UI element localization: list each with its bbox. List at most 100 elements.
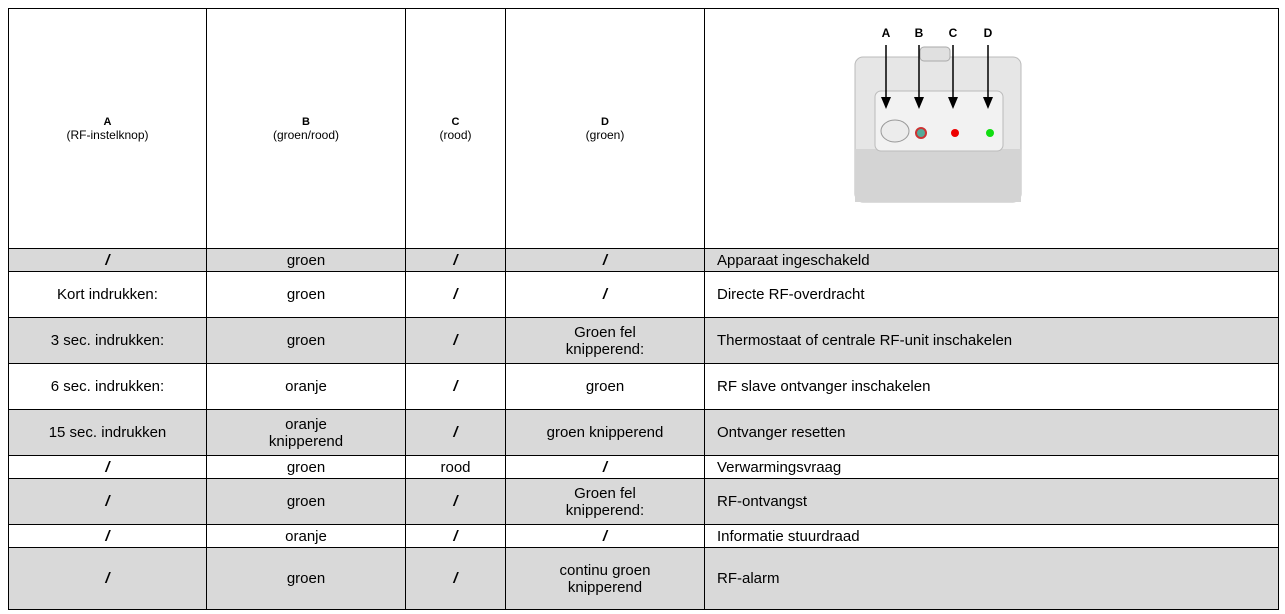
cell-text: / bbox=[105, 527, 110, 545]
table-cell: / bbox=[405, 363, 506, 410]
cell-text: groen bbox=[286, 458, 326, 476]
cell-text: RF slave ontvanger inschakelen bbox=[717, 378, 931, 395]
cell-text: / bbox=[453, 332, 458, 349]
cell-text: Thermostaat of centrale RF-unit inschake… bbox=[717, 332, 1013, 349]
table-cell: / bbox=[405, 248, 506, 272]
table-cell: / bbox=[505, 271, 705, 318]
table-cell: / bbox=[405, 478, 506, 525]
table-row: / oranje / / Informatie stuurdraad bbox=[8, 524, 1279, 548]
cell-text: RF-alarm bbox=[717, 570, 780, 587]
arrow-head bbox=[983, 97, 993, 109]
cell-text: groen knipperend bbox=[546, 424, 664, 441]
cell-text: / bbox=[105, 570, 110, 587]
table-cell: / bbox=[505, 524, 705, 548]
led-b bbox=[915, 127, 927, 139]
device-lower bbox=[855, 149, 1021, 202]
cell-text: / bbox=[453, 527, 458, 545]
table-cell: Kort indrukken: bbox=[8, 271, 207, 318]
cell-text: / bbox=[453, 493, 458, 510]
table-cell: groen bbox=[206, 317, 406, 364]
table-cell: groen bbox=[505, 363, 705, 410]
cell-text: / bbox=[602, 527, 608, 545]
table-cell: Informatie stuurdraad bbox=[704, 524, 1279, 548]
table-cell: Groen fel knipperend: bbox=[505, 478, 705, 525]
table-cell: Thermostaat of centrale RF-unit inschake… bbox=[704, 317, 1279, 364]
image-label: D bbox=[984, 26, 993, 40]
cell-text: / bbox=[453, 378, 458, 395]
image-label: B bbox=[915, 26, 924, 40]
table-cell: / bbox=[405, 547, 506, 610]
table-row: 6 sec. indrukken: oranje / groen RF slave on… bbox=[8, 363, 1279, 410]
led-c bbox=[951, 129, 959, 137]
header-desc: (groen) bbox=[585, 127, 625, 142]
header-cell: D (groen) bbox=[505, 8, 705, 249]
table-cell: 3 sec. indrukken: bbox=[8, 317, 207, 364]
cell-text: oranje bbox=[285, 527, 327, 545]
cell-text: Groen fel knipperend: bbox=[565, 323, 645, 358]
table-cell: Ontvanger resetten bbox=[704, 409, 1279, 456]
table-cell: Directe RF-overdracht bbox=[704, 271, 1279, 318]
table-cell: oranje bbox=[206, 363, 406, 410]
table-cell: / bbox=[8, 248, 207, 272]
table-cell: / bbox=[8, 478, 207, 525]
table-cell: oranje knipperend bbox=[206, 409, 406, 456]
table-row: / groen / Groen fel knipperend: RF-ontvangst bbox=[8, 478, 1279, 525]
cell-text: groen bbox=[286, 570, 326, 587]
table-cell: groen bbox=[206, 547, 406, 610]
table-cell: 15 sec. indrukken bbox=[8, 409, 207, 456]
cell-text: 15 sec. indrukken bbox=[48, 424, 167, 441]
cell-text: / bbox=[453, 251, 458, 269]
table-cell: Apparaat ingeschakeld bbox=[704, 248, 1279, 272]
cell-text: Groen fel knipperend: bbox=[565, 484, 645, 519]
table-cell: / bbox=[405, 409, 506, 456]
cell-text: groen bbox=[286, 493, 326, 510]
cell-text: Kort indrukken: bbox=[57, 286, 158, 303]
table-cell: / bbox=[8, 547, 207, 610]
table-cell: RF-ontvangst bbox=[704, 478, 1279, 525]
table-cell: rood bbox=[405, 455, 506, 479]
table-row: 3 sec. indrukken: groen / Groen fel knipper… bbox=[8, 317, 1279, 364]
cell-text: / bbox=[602, 458, 608, 476]
table-cell: / bbox=[505, 455, 705, 479]
cell-text: groen bbox=[286, 286, 326, 303]
header-desc: (rood) bbox=[439, 127, 472, 142]
table-cell: groen knipperend bbox=[505, 409, 705, 456]
image-label: C bbox=[949, 26, 958, 40]
cell-text: Informatie stuurdraad bbox=[717, 527, 860, 545]
header-row: A (RF-instelknop) B (groen/rood) C (rood) D (gr… bbox=[8, 8, 1279, 249]
table-row: Kort indrukken: groen / / Directe RF-overdra… bbox=[8, 271, 1279, 318]
button bbox=[880, 119, 910, 143]
cell-text: groen bbox=[286, 332, 326, 349]
table-cell: groen bbox=[206, 455, 406, 479]
cell-text: / bbox=[105, 251, 110, 269]
table-cell: groen bbox=[206, 248, 406, 272]
image-cell: A B C D bbox=[704, 8, 1279, 249]
led-d bbox=[986, 129, 994, 137]
cell-text: / bbox=[105, 458, 110, 476]
cell-text: groen bbox=[585, 378, 625, 395]
table-cell: oranje bbox=[206, 524, 406, 548]
table-cell: continu groen knipperend bbox=[505, 547, 705, 610]
table-cell: Groen fel knipperend: bbox=[505, 317, 705, 364]
header-letter: A bbox=[103, 115, 112, 128]
cell-text: / bbox=[105, 493, 110, 510]
cell-text: Verwarmingsvraag bbox=[717, 458, 842, 476]
header-cell: C (rood) bbox=[405, 8, 506, 249]
cell-text: oranje bbox=[285, 378, 327, 395]
header-letter: D bbox=[601, 115, 609, 128]
table-cell: / bbox=[405, 271, 506, 318]
header-desc: (RF-instelknop) bbox=[66, 127, 149, 142]
cell-text: Apparaat ingeschakeld bbox=[717, 251, 870, 269]
table-cell: / bbox=[8, 524, 207, 548]
image-label: A bbox=[882, 26, 891, 40]
table-row: / groen / / Apparaat ingeschakeld bbox=[8, 248, 1279, 272]
table-row: 15 sec. indrukken oranje knipperend / groen… bbox=[8, 409, 1279, 456]
cell-text: groen bbox=[286, 251, 326, 269]
table-cell: Verwarmingsvraag bbox=[704, 455, 1279, 479]
table-row: / groen rood / Verwarmingsvraag bbox=[8, 455, 1279, 479]
device-top bbox=[919, 46, 951, 62]
table-cell: / bbox=[505, 248, 705, 272]
table-cell: / bbox=[8, 455, 207, 479]
table-row: / groen / continu groen knipperend RF-alarm bbox=[8, 547, 1279, 610]
